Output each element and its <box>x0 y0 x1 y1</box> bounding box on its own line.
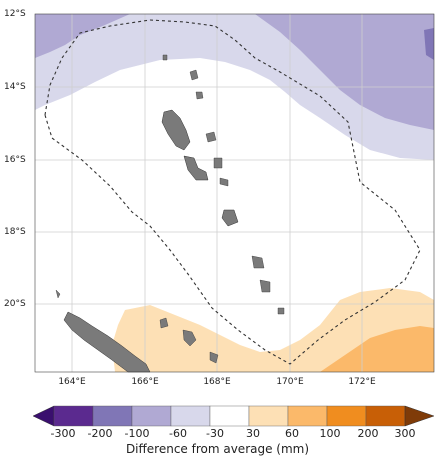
colorbar-tick: -300 <box>50 427 76 440</box>
lat-label: 12°S <box>4 9 26 19</box>
island-maewo <box>205 131 217 143</box>
colorbar-tick: 60 <box>285 427 299 440</box>
island-small <box>162 54 168 61</box>
colorbar-cell <box>170 405 211 427</box>
lon-label: 166°E <box>131 377 159 387</box>
colorbar-tick: -200 <box>87 427 113 440</box>
colorbar-cells <box>53 405 406 427</box>
lon-label: 172°E <box>348 377 376 387</box>
colorbar-cell <box>92 405 133 427</box>
lon-label: 168°E <box>203 377 231 387</box>
island-lifou <box>159 317 169 329</box>
anomaly-medium-purple-region-east <box>255 14 434 130</box>
colorbar-tick: 200 <box>357 427 379 440</box>
anomaly-dark-purple-patch <box>424 28 434 60</box>
anomaly-orange-region <box>320 326 434 372</box>
colorbar-cell <box>131 405 172 427</box>
colorbar-min-arrow <box>32 405 55 427</box>
efate-island <box>221 209 239 227</box>
island-mare <box>182 329 197 347</box>
graticule <box>35 14 434 372</box>
lat-label: 18°S <box>4 227 26 237</box>
ambrym-island <box>213 157 223 169</box>
aneityum-island <box>277 307 285 315</box>
colorbar-tick: -30 <box>206 427 224 440</box>
tanna-island <box>259 279 271 293</box>
rainfall-anomaly-map <box>34 13 435 373</box>
espiritu-santo-island <box>161 109 191 151</box>
island-small <box>219 177 229 187</box>
colorbar-cell <box>287 405 328 427</box>
colorbar-cell <box>53 405 94 427</box>
colorbar-tick: 300 <box>394 427 416 440</box>
colorbar-cell <box>365 405 406 427</box>
lon-label: 164°E <box>58 377 86 387</box>
colorbar-max-arrow <box>404 405 435 427</box>
colorbar-cell <box>209 405 250 427</box>
colorbar-title: Difference from average (mm) <box>125 442 310 456</box>
colorbar-cell <box>326 405 367 427</box>
erromango-island <box>251 255 265 269</box>
island-small <box>195 91 204 100</box>
colorbar-tick: -100 <box>124 427 150 440</box>
colorbar-tick: 100 <box>319 427 341 440</box>
lat-label: 16°S <box>4 155 26 165</box>
island-small <box>55 289 61 299</box>
colorbar-tick: -60 <box>169 427 187 440</box>
island-small <box>209 351 219 364</box>
colorbar-cell <box>248 405 289 427</box>
island-small <box>189 69 199 81</box>
colorbar-tick: 30 <box>246 427 260 440</box>
anomaly-medium-purple-region-west <box>35 14 130 58</box>
lat-label: 14°S <box>4 82 26 92</box>
malekula-island <box>183 155 209 181</box>
lat-label: 20°S <box>4 299 26 309</box>
lon-label: 170°E <box>276 377 304 387</box>
